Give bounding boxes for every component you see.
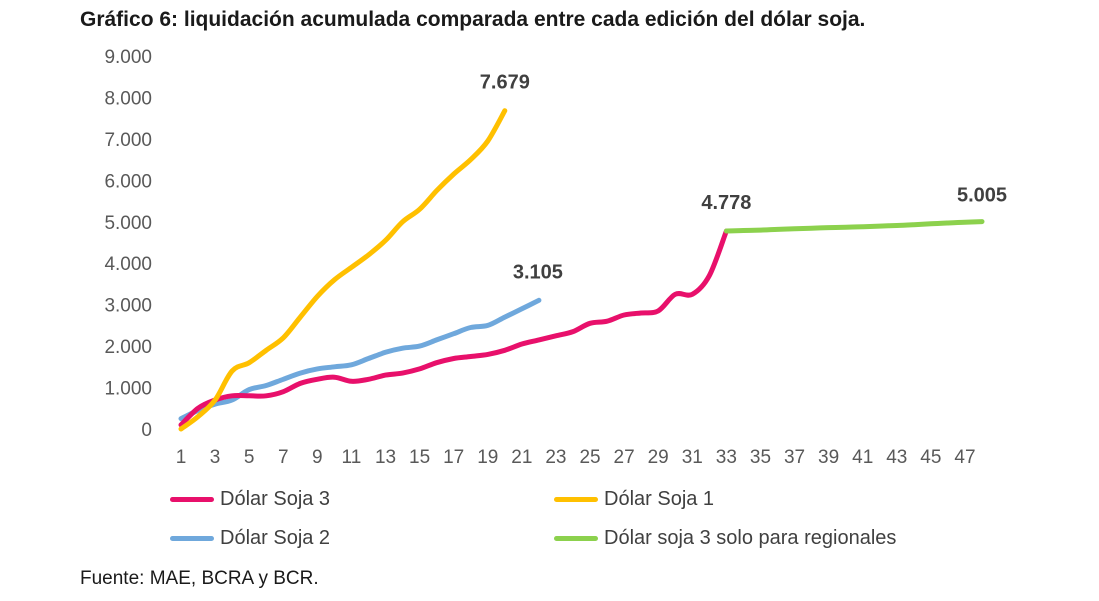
x-tick-label: 33: [716, 447, 737, 468]
series-lines: [178, 108, 985, 432]
x-tick-label: 11: [342, 447, 362, 468]
x-tick-label: 43: [886, 447, 907, 468]
x-tick-label: 19: [477, 447, 498, 468]
x-tick-label: 41: [852, 447, 873, 468]
y-tick-label: 4.000: [104, 254, 152, 275]
x-tick-label: 7: [278, 447, 289, 468]
legend-label: Dólar Soja 1: [604, 488, 715, 510]
chart-title: Gráfico 6: liquidación acumulada compara…: [80, 8, 866, 31]
x-tick-label: 9: [312, 447, 323, 468]
x-tick-label: 31: [682, 447, 703, 468]
x-axis: 1 3 5 7 9 11 13 15 17 19 21 23 25 27 29 31 33 35 37 39 41 43 4…: [176, 447, 976, 468]
x-tick-label: 37: [784, 447, 805, 468]
x-tick-label: 45: [920, 447, 941, 468]
series-line-1: [178, 108, 508, 432]
y-tick-label: 2.000: [104, 337, 152, 358]
legend-swatch: [554, 497, 598, 502]
x-tick-label: 17: [443, 447, 464, 468]
legend-label: Dólar Soja 3: [220, 488, 331, 510]
legend-item-dolar-soja-1[interactable]: Dólar Soja 1: [554, 488, 714, 511]
y-tick-label: 9.000: [104, 47, 152, 68]
legend-label: Dólar soja 3 solo para regionales: [604, 527, 897, 549]
y-tick-label: 5.000: [104, 213, 152, 234]
x-tick-label: 29: [648, 447, 669, 468]
y-tick-label: 0: [141, 420, 152, 441]
x-tick-label: 15: [409, 447, 430, 468]
x-tick-label: 35: [750, 447, 771, 468]
legend-item-dolar-soja-3-regionales[interactable]: Dólar soja 3 solo para regionales: [554, 527, 896, 550]
legend-item-dolar-soja-2[interactable]: Dólar Soja 2: [170, 527, 330, 550]
legend-label: Dólar Soja 2: [220, 527, 331, 549]
x-tick-label: 3: [210, 447, 221, 468]
legend-swatch: [554, 536, 598, 541]
y-tick-label: 7.000: [104, 130, 152, 151]
x-tick-label: 13: [375, 447, 396, 468]
series-line-3: [723, 219, 985, 234]
legend-item-dolar-soja-3[interactable]: Dólar Soja 3: [170, 488, 330, 511]
x-tick-label: 1: [176, 447, 187, 468]
y-tick-label: 6.000: [104, 171, 152, 192]
series-line-2: [178, 297, 542, 422]
data-labels: 4.778 7.679 3.105 5.005: [480, 72, 1007, 284]
y-tick-label: 8.000: [104, 88, 152, 109]
x-tick-label: 21: [511, 447, 532, 468]
x-tick-label: 5: [244, 447, 255, 468]
data-label: 3.105: [513, 261, 563, 283]
source-note: Fuente: MAE, BCRA y BCR.: [80, 568, 319, 589]
data-label: 5.005: [957, 185, 1007, 207]
legend-swatch: [170, 536, 214, 541]
data-label: 7.679: [480, 72, 530, 94]
series-line-0: [178, 228, 729, 428]
data-label: 4.778: [701, 192, 751, 214]
y-tick-label: 3.000: [104, 296, 152, 317]
legend-swatch: [170, 497, 214, 502]
x-tick-label: 23: [545, 447, 566, 468]
x-tick-label: 39: [818, 447, 839, 468]
x-tick-label: 47: [954, 447, 975, 468]
y-axis: 0 1.000 2.000 3.000 4.000 5.000 6.000 7.000 8.00…: [104, 47, 152, 441]
x-tick-label: 25: [579, 447, 600, 468]
x-tick-label: 27: [614, 447, 635, 468]
y-tick-label: 1.000: [104, 379, 152, 400]
